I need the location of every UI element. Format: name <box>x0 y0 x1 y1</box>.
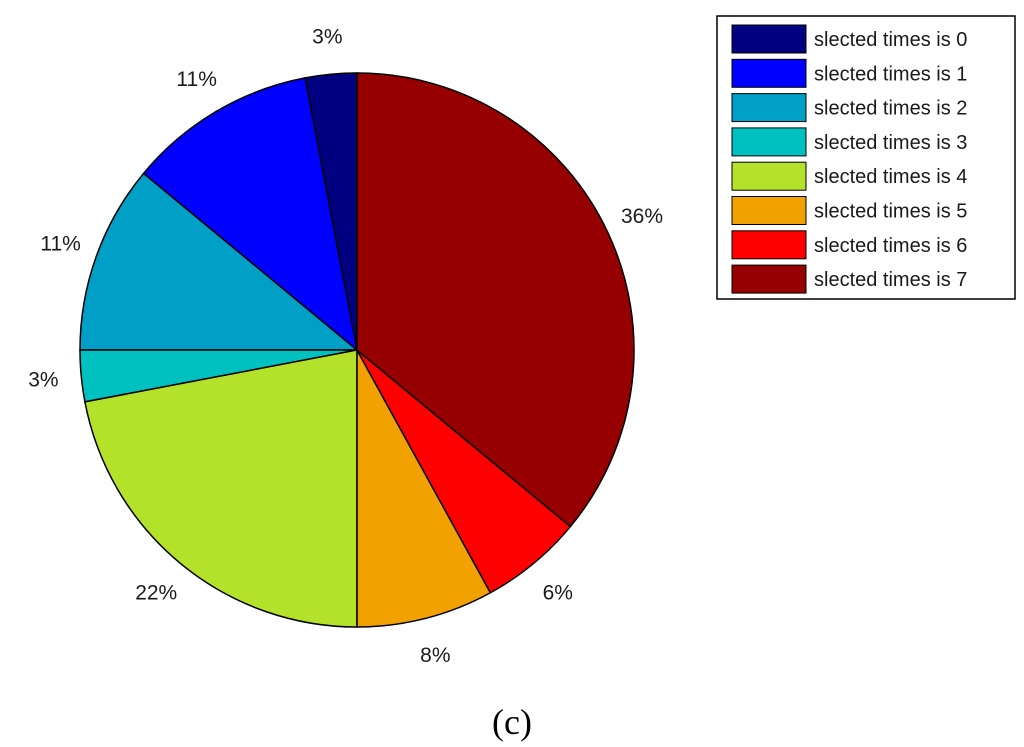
panel-label: (c) <box>492 702 532 742</box>
pie-percent-label-7: 36% <box>621 205 663 228</box>
pie-slice-5 <box>356 349 492 628</box>
legend-label-7: slected times is 7 <box>814 269 967 291</box>
pie-percent-label-0: 3% <box>312 25 342 48</box>
legend-swatch-2 <box>731 93 807 123</box>
legend-label-4: slected times is 4 <box>814 166 967 188</box>
pie-slice-7 <box>356 72 635 528</box>
legend-label-3: slected times is 3 <box>814 132 967 154</box>
legend-label-1: slected times is 1 <box>814 63 967 85</box>
pie-percent-label-6: 6% <box>543 582 573 605</box>
legend-items: slected times is 0 slected times is 1 slec… <box>731 24 967 294</box>
legend-swatch-4 <box>731 161 807 191</box>
pie-percent-label-4: 22% <box>135 582 177 605</box>
legend-swatch-6 <box>731 230 807 260</box>
legend-label-5: slected times is 5 <box>814 201 967 223</box>
legend-label-2: slected times is 2 <box>814 98 967 120</box>
legend-label-6: slected times is 6 <box>814 235 967 257</box>
pie-percent-labels: 3% 11% 11% 3% 22% 8% 6% 36% <box>28 25 663 667</box>
legend-swatch-1 <box>731 58 807 88</box>
legend-swatch-0 <box>731 24 807 54</box>
legend-swatch-3 <box>731 127 807 157</box>
pie-slice-2 <box>79 172 360 351</box>
pie-slice-1 <box>142 77 359 352</box>
legend-swatch-7 <box>731 264 807 294</box>
pie-slices <box>79 72 635 628</box>
pie-slice-4 <box>84 349 358 628</box>
pie-percent-label-2: 11% <box>40 232 80 255</box>
legend-label-0: slected times is 0 <box>814 29 967 51</box>
pie-percent-label-3: 3% <box>28 369 58 392</box>
pie-percent-label-1: 11% <box>176 68 216 91</box>
legend: slected times is 0 slected times is 1 slec… <box>716 15 1016 300</box>
pie-percent-label-5: 8% <box>420 644 450 667</box>
legend-swatch-5 <box>731 196 807 225</box>
